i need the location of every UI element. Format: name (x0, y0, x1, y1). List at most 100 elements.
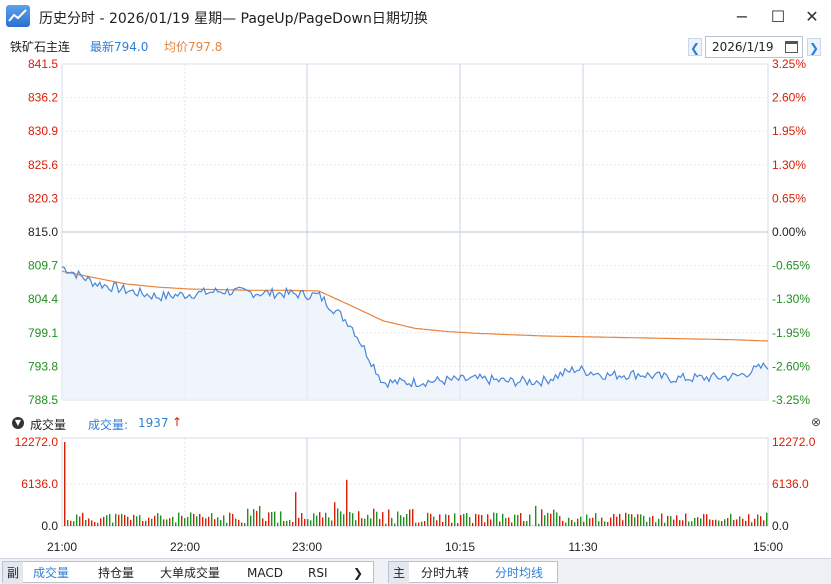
volume-bar (229, 512, 231, 526)
volume-bar (688, 521, 690, 526)
volume-bar (613, 514, 615, 526)
volume-bar (436, 520, 438, 526)
volume-bar (64, 442, 66, 526)
volume-bar (313, 513, 315, 526)
volume-bar (319, 512, 321, 526)
volume-bar (91, 520, 93, 526)
sub-label: 副 (3, 562, 23, 584)
volume-bar (277, 522, 279, 526)
volume-bar (106, 515, 108, 526)
app-logo-icon (6, 5, 30, 27)
volume-bar (439, 514, 441, 526)
volume-bar (451, 522, 453, 526)
volume-bar (79, 516, 81, 526)
volume-bar (163, 519, 165, 526)
volume-bar (382, 512, 384, 526)
volume-header: ▼ 成交量 成交量: 1937 ↑ ⊗ (0, 412, 831, 434)
volume-bar (316, 515, 318, 526)
calendar-icon[interactable] (785, 41, 798, 53)
tab-rsi[interactable]: RSI (308, 566, 328, 580)
volume-bar (223, 515, 225, 526)
volume-bar (637, 514, 639, 526)
volume-bar (238, 519, 240, 526)
volume-bar (649, 517, 651, 526)
volume-bar (262, 518, 264, 526)
volume-bar (583, 521, 585, 526)
volume-bar (586, 514, 588, 526)
volume-bar (100, 518, 102, 526)
volume-bar (286, 520, 288, 526)
date-picker[interactable]: 2026/1/19 (705, 36, 803, 58)
volume-bar (427, 512, 429, 526)
volume-bar (652, 515, 654, 526)
close-panel-icon[interactable]: ⊗ (811, 415, 822, 429)
volume-bar (556, 512, 558, 526)
volume-bar (607, 522, 609, 526)
percent-tick-label: -0.65% (772, 259, 810, 273)
volume-bar (76, 514, 78, 526)
volume-bar (604, 521, 606, 526)
volume-bar (94, 522, 96, 526)
volume-bar (373, 508, 375, 526)
volume-bar (361, 518, 363, 526)
percent-axis-right: 3.25% 2.60% 1.95% 1.30% 0.65% 0.00% -0.65% -1.3… (772, 57, 810, 407)
volume-bar (712, 520, 714, 526)
volume-bar (172, 516, 174, 526)
volume-bar (715, 519, 717, 526)
volume-bar (370, 518, 372, 526)
volume-bar (268, 512, 270, 526)
volume-tick-label-right: 0.0 (772, 519, 789, 533)
volume-bar (598, 521, 600, 526)
volume-bar (322, 517, 324, 526)
tab-nine-turn[interactable]: 分时九转 (421, 566, 470, 580)
main-indicator-tabs: 主 分时九转 分时均线 (388, 561, 558, 584)
volume-bar (385, 523, 387, 526)
minimize-button[interactable]: − (735, 7, 749, 26)
price-tick-label: 809.7 (28, 259, 58, 273)
volume-bar (523, 521, 525, 526)
volume-bar (139, 515, 141, 526)
tab-volume[interactable]: 成交量 (33, 566, 70, 580)
collapse-icon[interactable]: ▼ (12, 417, 24, 429)
volume-bar (526, 520, 528, 526)
volume-bar (367, 514, 369, 526)
volume-bar (658, 518, 660, 526)
title-bar: 历史分时 - 2026/01/19 星期— PageUp/PageDown日期切… (0, 0, 831, 34)
volume-bar (295, 492, 297, 526)
tab-large-order-volume[interactable]: 大单成交量 (160, 566, 221, 580)
volume-bar (706, 514, 708, 526)
volume-bar (67, 520, 69, 526)
volume-bar (601, 517, 603, 526)
volume-bar (559, 516, 561, 526)
volume-bar (127, 516, 129, 526)
average-price-line (61, 270, 769, 342)
time-axis: 21:00 22:00 23:00 10:15 11:30 15:00 (47, 540, 783, 554)
tab-open-interest[interactable]: 持仓量 (98, 566, 135, 580)
volume-tick-label-left: 6136.0 (21, 477, 58, 491)
volume-bar (484, 522, 486, 526)
volume-bar (148, 517, 150, 526)
volume-bar (595, 513, 597, 526)
volume-bar (622, 520, 624, 526)
maximize-button[interactable]: ☐ (770, 7, 786, 26)
volume-bar (577, 518, 579, 526)
tab-average-line[interactable]: 分时均线 (495, 566, 544, 580)
volume-bar (154, 515, 156, 526)
time-tick-label: 23:00 (292, 540, 322, 554)
previous-date-button[interactable]: ❮ (688, 38, 702, 56)
volume-bar (247, 508, 249, 526)
volume-bar (460, 515, 462, 526)
next-date-button[interactable]: ❯ (807, 38, 821, 56)
close-button[interactable]: ✕ (805, 7, 819, 26)
volume-bar (760, 516, 762, 526)
volume-bar (310, 520, 312, 526)
volume-bar (724, 519, 726, 526)
more-tabs-icon[interactable]: ❯ (353, 566, 364, 580)
time-tick-label: 10:15 (445, 540, 475, 554)
volume-bar (151, 518, 153, 526)
volume-bar (196, 516, 198, 526)
volume-bar (631, 514, 633, 526)
volume-bar (418, 522, 420, 526)
tab-macd[interactable]: MACD (247, 566, 283, 580)
volume-bar (211, 513, 213, 526)
